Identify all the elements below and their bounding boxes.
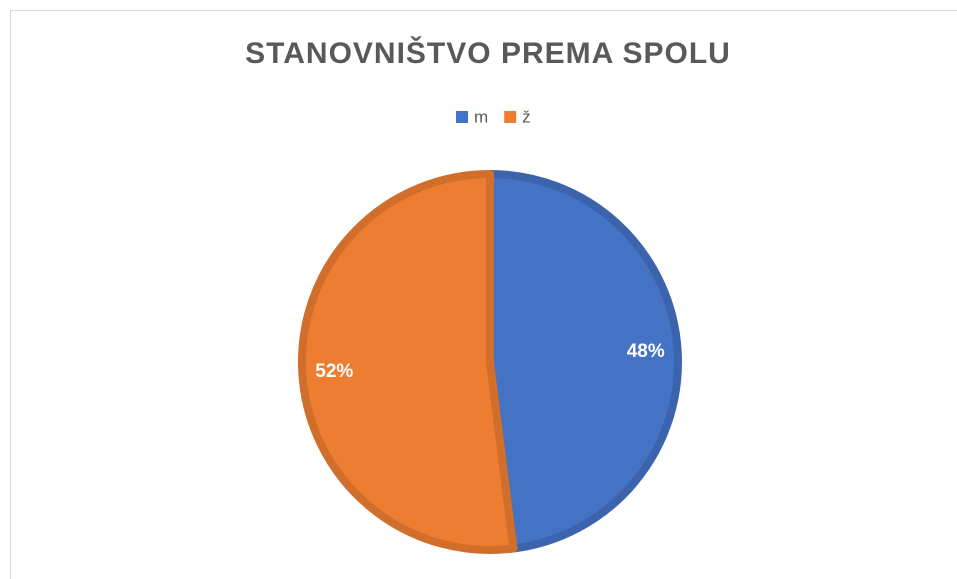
chart-frame (10, 10, 957, 579)
pie-slice (298, 170, 518, 554)
legend-label: m (474, 107, 488, 126)
legend-swatch (504, 111, 517, 123)
chart-title: STANOVNIŠTVO PREMA SPOLU (245, 36, 731, 70)
legend-swatch (456, 111, 468, 123)
data-label: 48% (627, 341, 665, 362)
pie-slice (486, 170, 683, 553)
legend-label: ž (522, 107, 531, 126)
data-label: 52% (315, 361, 353, 382)
